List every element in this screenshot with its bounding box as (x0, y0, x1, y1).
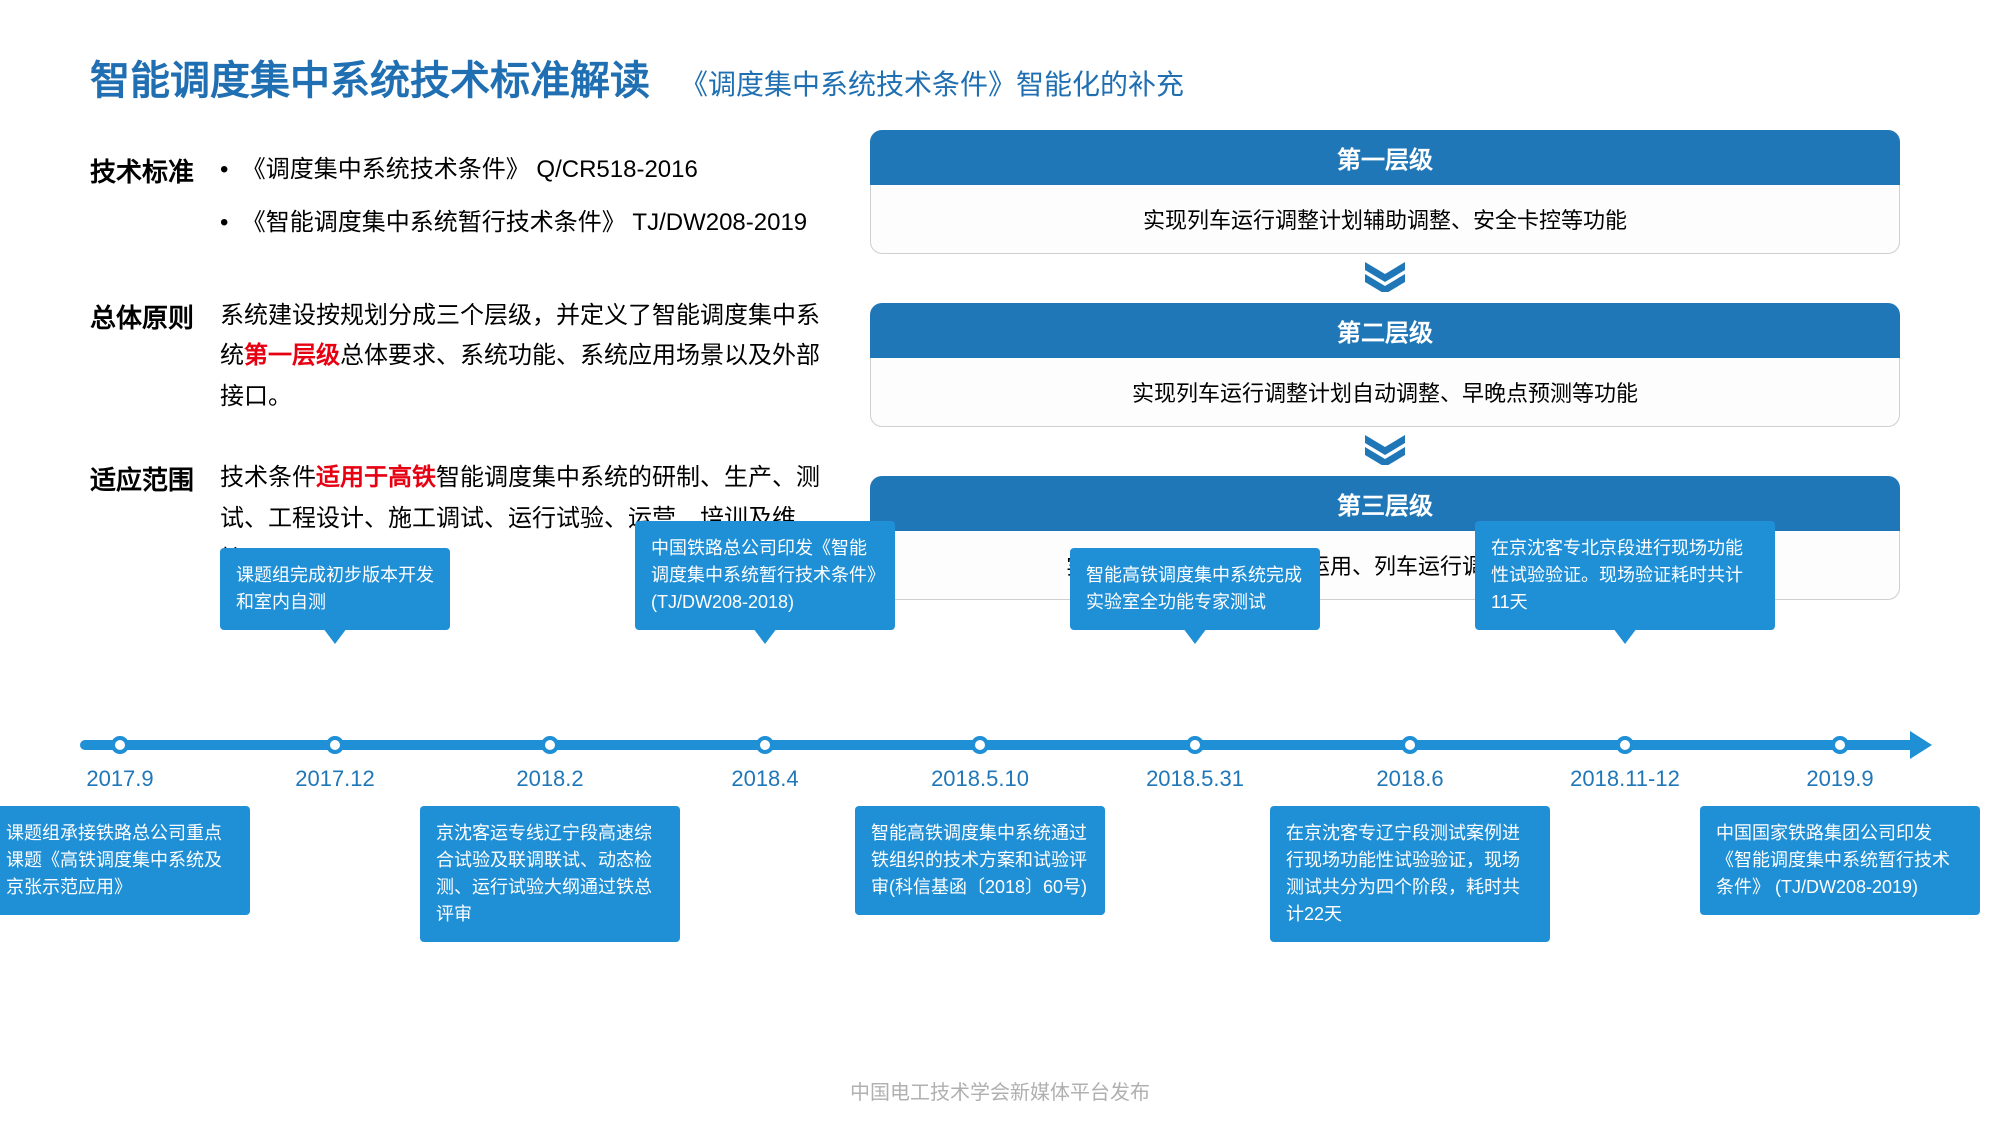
timeline-event-box: 中国铁路总公司印发《智能调度集中系统暂行技术条件》(TJ/DW208-2018) (635, 521, 895, 630)
timeline-dot (1831, 736, 1849, 754)
level-desc: 实现列车运行调整计划辅助调整、安全卡控等功能 (871, 185, 1899, 253)
page-subtitle: 《调度集中系统技术条件》智能化的补充 (680, 63, 1184, 103)
chevron-down-icon (870, 433, 1900, 470)
section-standards: 技术标准 • 《调度集中系统技术条件》 Q/CR518-2016 • 《智能调度… (90, 150, 830, 256)
chevron-down-icon (870, 260, 1900, 297)
level-title: 第一层级 (870, 130, 1900, 185)
timeline-event-box: 智能高铁调度集中系统通过铁组织的技术方案和试验评审(科信基函〔2018〕60号) (855, 806, 1105, 915)
timeline-axis (80, 740, 1920, 750)
timeline-event-box: 课题组完成初步版本开发和室内自测 (220, 548, 450, 630)
timeline-event-box: 在京沈客专北京段进行现场功能性试验验证。现场验证耗时共计11天 (1475, 521, 1775, 630)
level-desc: 实现列车运行调整计划自动调整、早晚点预测等功能 (871, 358, 1899, 426)
bullet-item: • 《智能调度集中系统暂行技术条件》 TJ/DW208-2019 (220, 203, 807, 244)
timeline-date: 2017.12 (295, 766, 375, 792)
timeline-date: 2019.9 (1806, 766, 1873, 792)
level-box-1: 第一层级 实现列车运行调整计划辅助调整、安全卡控等功能 (870, 130, 1900, 254)
section-principle: 总体原则 系统建设按规划分成三个层级，并定义了智能调度集中系统第一层级总体要求、… (90, 296, 830, 418)
level-title: 第二层级 (870, 303, 1900, 358)
timeline-dot (756, 736, 774, 754)
timeline-date: 2018.6 (1376, 766, 1443, 792)
level-box-2: 第二层级 实现列车运行调整计划自动调整、早晚点预测等功能 (870, 303, 1900, 427)
timeline-event-box: 智能高铁调度集中系统完成实验室全功能专家测试 (1070, 548, 1320, 630)
timeline-event-box: 京沈客运专线辽宁段高速综合试验及联调联试、动态检测、运行试验大纲通过铁总评审 (420, 806, 680, 942)
section-label: 总体原则 (90, 296, 220, 418)
bullet-item: • 《调度集中系统技术条件》 Q/CR518-2016 (220, 150, 807, 191)
timeline-date: 2018.2 (516, 766, 583, 792)
timeline-date: 2018.5.10 (931, 766, 1029, 792)
timeline-event-box: 课题组承接铁路总公司重点课题《高铁调度集中系统及京张示范应用》 (0, 806, 250, 915)
timeline-date: 2018.5.31 (1146, 766, 1244, 792)
timeline-date: 2018.11-12 (1570, 766, 1680, 792)
timeline-dot (326, 736, 344, 754)
section-label: 适应范围 (90, 458, 220, 580)
timeline-dot (111, 736, 129, 754)
timeline-dot (1186, 736, 1204, 754)
timeline-date: 2018.4 (731, 766, 798, 792)
timeline-dot (971, 736, 989, 754)
timeline-dot (1616, 736, 1634, 754)
page-title: 智能调度集中系统技术标准解读 (90, 48, 650, 106)
section-body: 系统建设按规划分成三个层级，并定义了智能调度集中系统第一层级总体要求、系统功能、… (220, 296, 830, 418)
footer-text: 中国电工技术学会新媒体平台发布 (850, 1076, 1150, 1105)
header: 智能调度集中系统技术标准解读 《调度集中系统技术条件》智能化的补充 (90, 48, 1184, 106)
timeline-date: 2017.9 (86, 766, 153, 792)
section-body: • 《调度集中系统技术条件》 Q/CR518-2016 • 《智能调度集中系统暂… (220, 150, 807, 256)
timeline-event-box: 中国国家铁路集团公司印发《智能调度集中系统暂行技术条件》 (TJ/DW208-2… (1700, 806, 1980, 915)
timeline-event-box: 在京沈客专辽宁段测试案例进行现场功能性试验验证，现场测试共分为四个阶段，耗时共计… (1270, 806, 1550, 942)
timeline-dot (1401, 736, 1419, 754)
timeline-dot (541, 736, 559, 754)
section-label: 技术标准 (90, 150, 220, 256)
